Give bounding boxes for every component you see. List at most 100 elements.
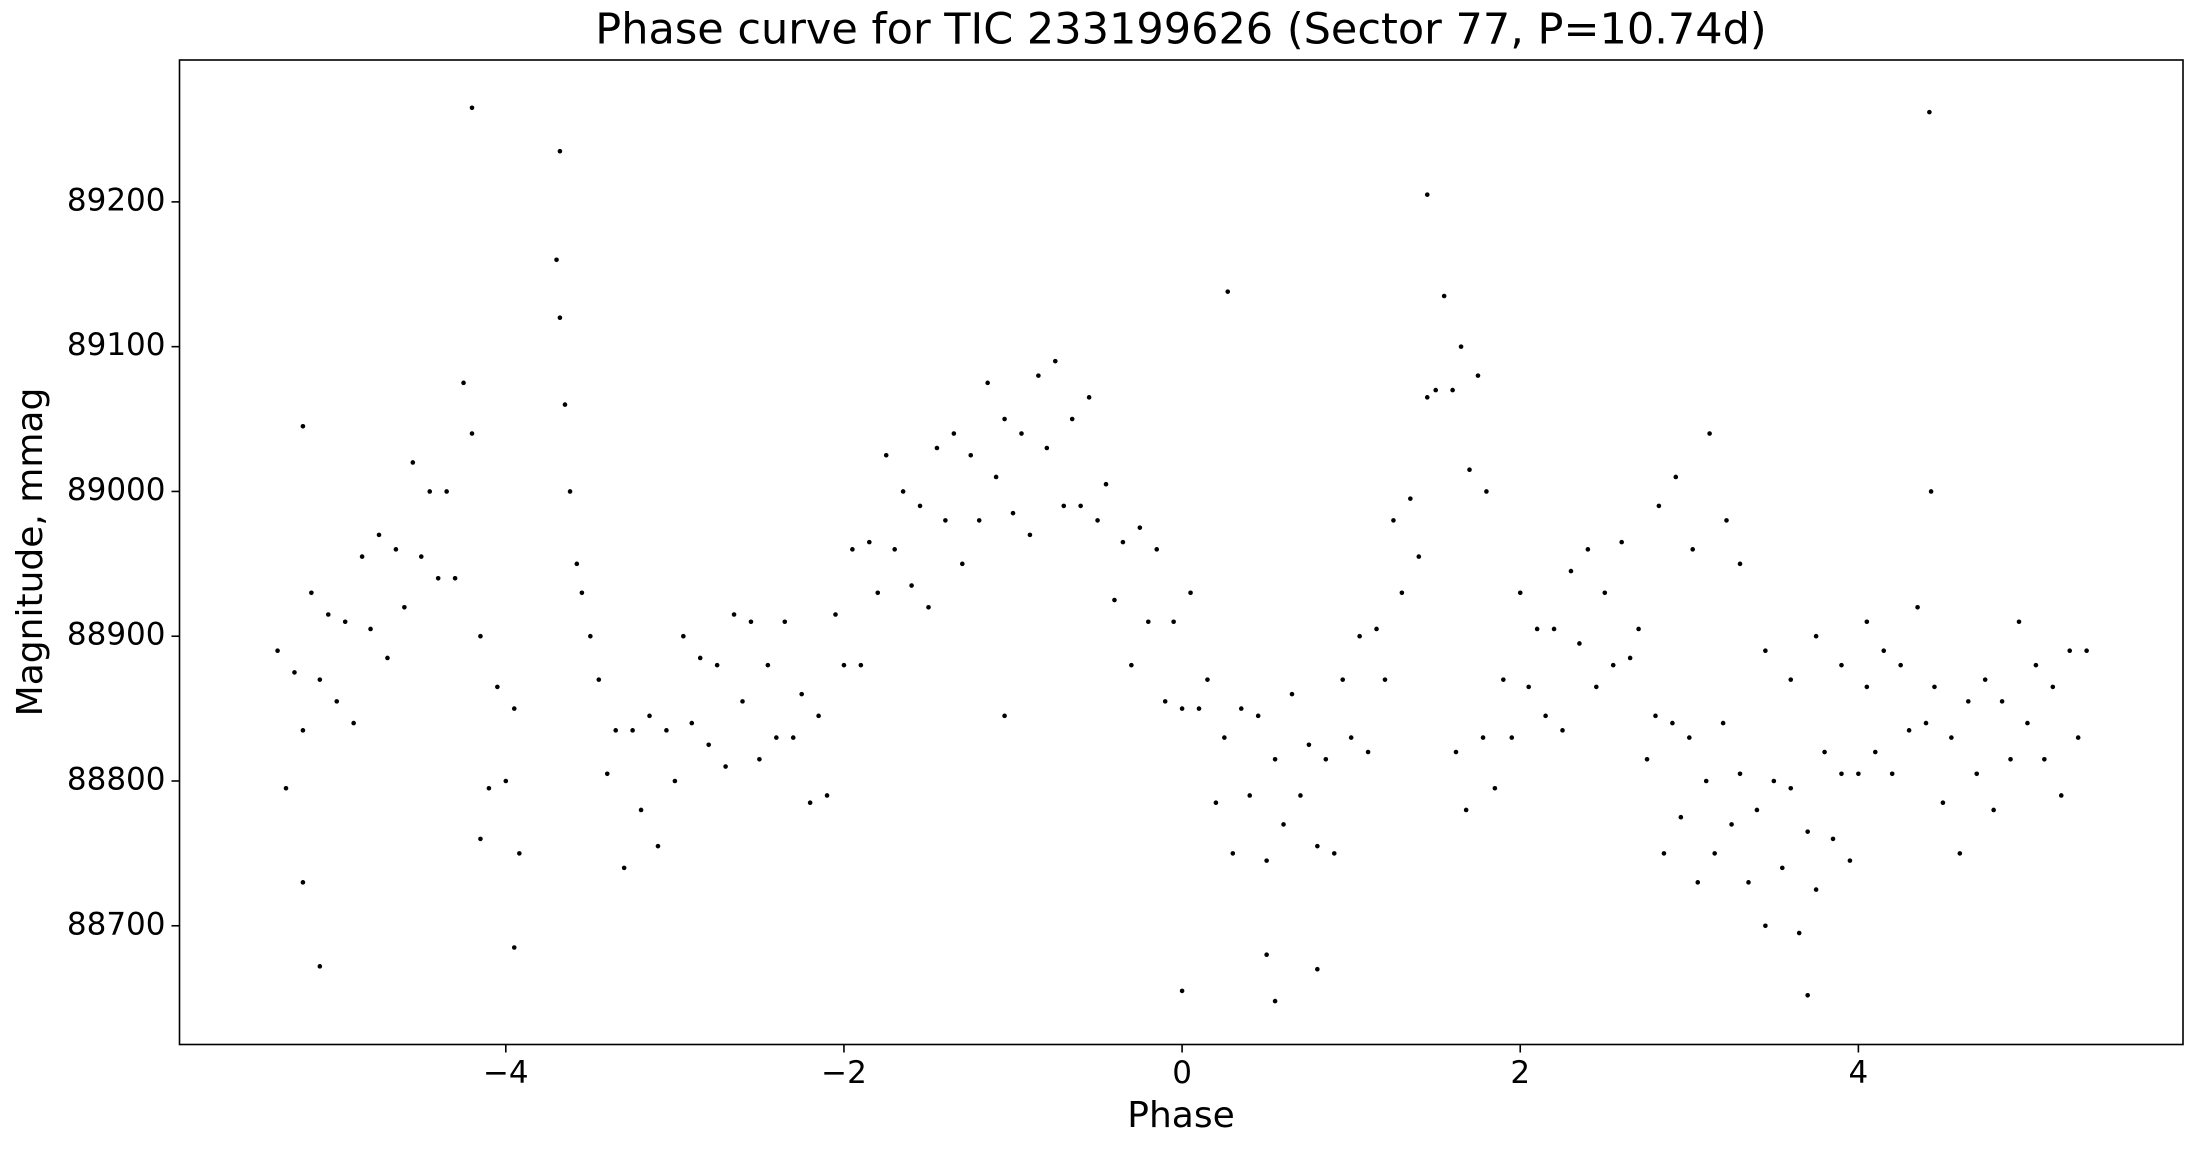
data-point (579, 590, 585, 596)
data-point (317, 964, 323, 969)
data-point (469, 105, 475, 111)
data-point (1627, 655, 1633, 661)
data-point (1534, 626, 1540, 632)
data-point (334, 699, 340, 704)
data-point (1348, 735, 1354, 740)
data-point (1602, 590, 1608, 596)
data-point (1881, 648, 1887, 653)
data-point (697, 655, 703, 661)
data-point (740, 699, 745, 704)
data-point (1991, 807, 1996, 813)
data-point (1509, 735, 1515, 740)
data-point (1086, 395, 1092, 400)
data-point (943, 518, 948, 523)
data-point (275, 648, 280, 653)
data-point (917, 503, 923, 509)
data-point (1453, 749, 1459, 755)
data-point (1501, 677, 1506, 682)
data-point (1416, 554, 1422, 559)
data-point (875, 590, 881, 596)
x-tick-label: 2 (1510, 1055, 1530, 1091)
data-point (1145, 619, 1151, 625)
data-point (613, 728, 619, 733)
data-point (1813, 633, 1819, 639)
data-point (1463, 807, 1469, 813)
data-point (1382, 677, 1388, 682)
data-point (1247, 793, 1253, 798)
data-point (1154, 547, 1160, 552)
axes-frame (178, 59, 2184, 1046)
data-point (1687, 735, 1692, 740)
data-point (1052, 358, 1058, 364)
data-point (517, 851, 522, 856)
data-point (1670, 720, 1675, 726)
data-point (706, 742, 711, 748)
data-point (1450, 387, 1455, 393)
data-point (1238, 706, 1244, 711)
data-point (951, 431, 957, 436)
data-point (604, 771, 610, 777)
data-point (689, 720, 695, 726)
data-point (1653, 713, 1658, 719)
data-point (1112, 597, 1117, 603)
data-point (1010, 510, 1016, 516)
data-point (1306, 742, 1312, 748)
data-point (968, 452, 974, 458)
data-point (774, 735, 779, 740)
data-point (2084, 648, 2089, 653)
data-point (883, 452, 889, 458)
data-point (1467, 467, 1472, 473)
data-point (1374, 626, 1379, 632)
data-point (1619, 539, 1624, 545)
data-point (1928, 489, 1934, 494)
data-point (1927, 109, 1932, 115)
y-tick-label: 89100 (67, 327, 166, 363)
data-point (1272, 998, 1278, 1004)
data-point (723, 764, 728, 769)
data-point (435, 576, 441, 581)
plot-area (275, 105, 2089, 1004)
data-point (1391, 518, 1396, 523)
data-point (300, 880, 306, 885)
data-point (1754, 807, 1760, 813)
data-point (1424, 192, 1430, 197)
data-point (926, 604, 931, 610)
data-point (495, 684, 500, 690)
data-point (1906, 728, 1912, 733)
data-point (1340, 677, 1346, 682)
data-point (478, 836, 483, 842)
data-point (1923, 720, 1929, 726)
data-point (1864, 619, 1870, 625)
data-point (1707, 431, 1712, 436)
data-point (1484, 489, 1489, 494)
data-point (1078, 503, 1083, 509)
data-point (376, 532, 382, 538)
data-point (1957, 851, 1963, 856)
data-point (858, 662, 864, 668)
data-point (2025, 720, 2030, 726)
data-point (1171, 619, 1176, 625)
data-point (1703, 778, 1709, 784)
data-point (1898, 662, 1903, 668)
data-point (985, 380, 990, 386)
data-point (731, 612, 737, 617)
data-point (1225, 289, 1231, 294)
data-point (452, 576, 458, 581)
data-point (1264, 952, 1269, 958)
data-point (1864, 684, 1870, 690)
data-point (1610, 662, 1616, 668)
y-tick-label: 89000 (67, 472, 166, 508)
data-point (1949, 735, 1954, 740)
data-point (1222, 735, 1227, 740)
data-point (1205, 677, 1210, 682)
data-point (748, 619, 754, 625)
data-point (402, 604, 407, 610)
data-point (444, 489, 449, 494)
data-point (1213, 800, 1219, 806)
data-point (309, 590, 314, 596)
data-point (714, 662, 720, 668)
data-point (325, 612, 331, 617)
data-point (1264, 858, 1269, 863)
data-point (385, 655, 390, 661)
data-point (672, 778, 678, 784)
